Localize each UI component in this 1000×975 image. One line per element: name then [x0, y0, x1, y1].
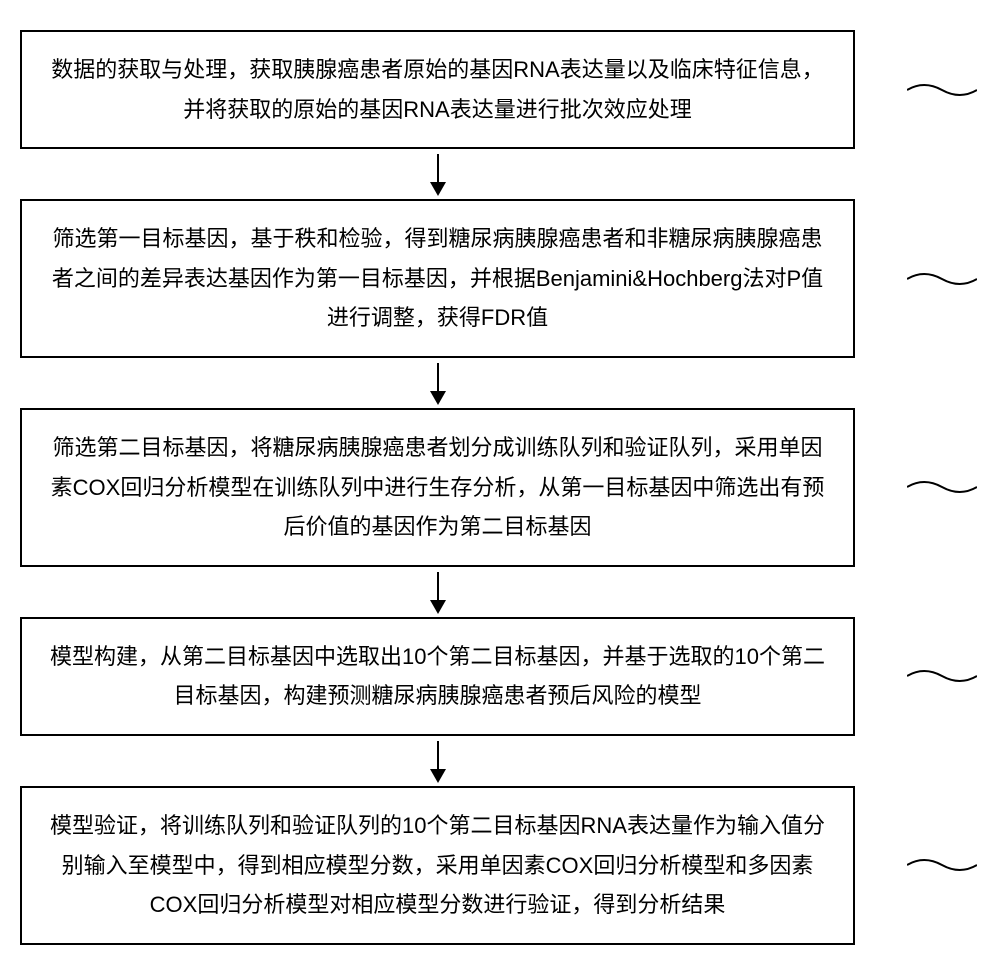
- step-container-5: 模型验证，将训练队列和验证队列的10个第二目标基因RNA表达量作为输入值分别输入…: [20, 786, 980, 945]
- arrow-down-icon: [437, 741, 439, 781]
- arrow-down-icon: [437, 154, 439, 194]
- step-text: 数据的获取与处理，获取胰腺癌患者原始的基因RNA表达量以及临床特征信息，并将获取…: [51, 57, 823, 122]
- step-box-3: 筛选第二目标基因，将糖尿病胰腺癌患者划分成训练队列和验证队列，采用单因素COX回…: [20, 408, 855, 567]
- arrow-container: [20, 358, 855, 408]
- arrow-down-icon: [437, 363, 439, 403]
- arrow-container: [20, 736, 855, 786]
- step-text: 筛选第一目标基因，基于秩和检验，得到糖尿病胰腺癌患者和非糖尿病胰腺癌患者之间的差…: [52, 226, 823, 330]
- step-box-2: 筛选第一目标基因，基于秩和检验，得到糖尿病胰腺癌患者和非糖尿病胰腺癌患者之间的差…: [20, 199, 855, 358]
- wavy-connector-icon: [907, 855, 977, 875]
- step-container-4: 模型构建，从第二目标基因中选取出10个第二目标基因，并基于选取的10个第二目标基…: [20, 617, 980, 736]
- flowchart-container: 数据的获取与处理，获取胰腺癌患者原始的基因RNA表达量以及临床特征信息，并将获取…: [20, 30, 980, 945]
- arrow-container: [20, 149, 855, 199]
- step-box-4: 模型构建，从第二目标基因中选取出10个第二目标基因，并基于选取的10个第二目标基…: [20, 617, 855, 736]
- wavy-connector-icon: [907, 269, 977, 289]
- wavy-connector-icon: [907, 80, 977, 100]
- wavy-connector-icon: [907, 477, 977, 497]
- step-container-1: 数据的获取与处理，获取胰腺癌患者原始的基因RNA表达量以及临床特征信息，并将获取…: [20, 30, 980, 149]
- step-container-3: 筛选第二目标基因，将糖尿病胰腺癌患者划分成训练队列和验证队列，采用单因素COX回…: [20, 408, 980, 567]
- step-text: 筛选第二目标基因，将糖尿病胰腺癌患者划分成训练队列和验证队列，采用单因素COX回…: [51, 435, 825, 539]
- step-box-1: 数据的获取与处理，获取胰腺癌患者原始的基因RNA表达量以及临床特征信息，并将获取…: [20, 30, 855, 149]
- step-text: 模型验证，将训练队列和验证队列的10个第二目标基因RNA表达量作为输入值分别输入…: [50, 813, 825, 917]
- arrow-down-icon: [437, 572, 439, 612]
- step-box-5: 模型验证，将训练队列和验证队列的10个第二目标基因RNA表达量作为输入值分别输入…: [20, 786, 855, 945]
- step-container-2: 筛选第一目标基因，基于秩和检验，得到糖尿病胰腺癌患者和非糖尿病胰腺癌患者之间的差…: [20, 199, 980, 358]
- arrow-container: [20, 567, 855, 617]
- wavy-connector-icon: [907, 666, 977, 686]
- step-text: 模型构建，从第二目标基因中选取出10个第二目标基因，并基于选取的10个第二目标基…: [50, 644, 825, 709]
